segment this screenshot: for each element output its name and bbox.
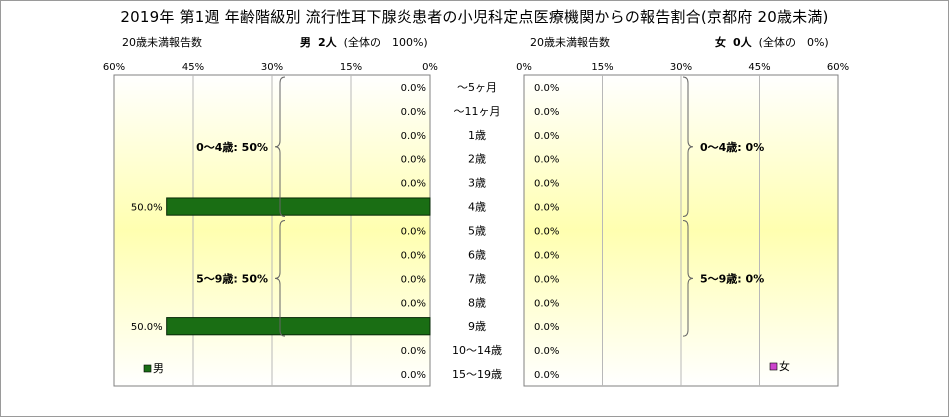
age-category-label: 4歳: [468, 201, 486, 214]
male-group-label: 5～9歳: 50%: [196, 271, 268, 285]
male-value-label: 0.0%: [401, 179, 426, 190]
female-group-label: 0～4歳: 0%: [700, 140, 764, 154]
female-value-label: 0.0%: [534, 250, 559, 261]
male-value-label: 50.0%: [131, 203, 163, 214]
left-tick-label: 45%: [182, 62, 204, 73]
male-value-label: 0.0%: [401, 107, 426, 118]
female-value-label: 0.0%: [534, 227, 559, 238]
male-value-label: 0.0%: [401, 83, 426, 94]
female-legend-swatch: [769, 362, 778, 371]
chart-title: 2019年 第1週 年齢階級別 流行性耳下腺炎患者の小児科定点医療機関からの報告…: [120, 8, 829, 26]
right-caption: 20歳未満報告数: [530, 36, 610, 49]
female-value-label: 0.0%: [534, 298, 559, 309]
right-share: (全体の 0%): [758, 36, 829, 49]
left-tick-label: 30%: [261, 62, 283, 73]
male-value-label: 0.0%: [401, 227, 426, 238]
male-value-label: 0.0%: [401, 346, 426, 357]
female-legend-label: 女: [779, 359, 790, 373]
male-legend-swatch: [143, 364, 152, 373]
female-value-label: 0.0%: [534, 346, 559, 357]
male-value-label: 0.0%: [401, 370, 426, 381]
female-value-label: 0.0%: [534, 83, 559, 94]
female-value-label: 0.0%: [534, 274, 559, 285]
female-group-brace: [682, 76, 694, 218]
right-tick-label: 60%: [827, 62, 849, 73]
left-share: (全体の 100%): [343, 36, 428, 49]
female-value-label: 0.0%: [534, 107, 559, 118]
female-value-label: 0.0%: [534, 179, 559, 190]
age-category-label: 2歳: [468, 153, 486, 166]
right-tick-label: 15%: [591, 62, 613, 73]
male-legend-label: 男: [153, 362, 164, 375]
female-group-brace: [682, 220, 694, 337]
male-value-label: 0.0%: [401, 298, 426, 309]
left-tick-label: 15%: [340, 62, 362, 73]
age-category-label: ～5ヶ月: [457, 81, 497, 94]
male-bar: [166, 317, 431, 336]
left-sex-summary: 男 2人 (全体の 100%): [300, 34, 428, 50]
male-bar: [166, 197, 431, 216]
female-group-label: 5～9歳: 0%: [700, 271, 764, 285]
age-category-label: 9歳: [468, 320, 486, 333]
age-category-label: 8歳: [468, 296, 486, 309]
right-tick-label: 45%: [748, 62, 770, 73]
left-count: 2人: [318, 36, 337, 49]
female-value-label: 0.0%: [534, 322, 559, 333]
female-value-label: 0.0%: [534, 131, 559, 142]
right-sex-summary: 女 0人 (全体の 0%): [715, 34, 829, 50]
female-value-label: 0.0%: [534, 155, 559, 166]
right-sex: 女: [715, 36, 726, 49]
age-category-label: 3歳: [468, 177, 486, 190]
male-group-brace: [274, 76, 286, 218]
male-group-label: 0～4歳: 50%: [196, 140, 268, 154]
age-category-label: 10～14歳: [452, 344, 502, 357]
male-value-label: 0.0%: [401, 274, 426, 285]
age-category-label: 1歳: [468, 129, 486, 142]
male-value-label: 0.0%: [401, 250, 426, 261]
left-sex: 男: [300, 36, 311, 49]
right-tick-label: 0%: [516, 62, 532, 73]
left-tick-label: 0%: [422, 62, 438, 73]
male-value-label: 0.0%: [401, 155, 426, 166]
age-category-label: 5歳: [468, 225, 486, 238]
age-category-label: 15～19歳: [452, 368, 502, 381]
left-tick-label: 60%: [103, 62, 125, 73]
age-category-label: ～11ヶ月: [454, 105, 501, 118]
right-count: 0人: [733, 36, 752, 49]
male-value-label: 0.0%: [401, 131, 426, 142]
age-category-label: 7歳: [468, 272, 486, 285]
male-group-brace: [274, 220, 286, 337]
female-value-label: 0.0%: [534, 370, 559, 381]
left-caption: 20歳未満報告数: [122, 36, 202, 49]
right-tick-label: 30%: [670, 62, 692, 73]
male-value-label: 50.0%: [131, 322, 163, 333]
female-value-label: 0.0%: [534, 203, 559, 214]
age-category-label: 6歳: [468, 248, 486, 261]
